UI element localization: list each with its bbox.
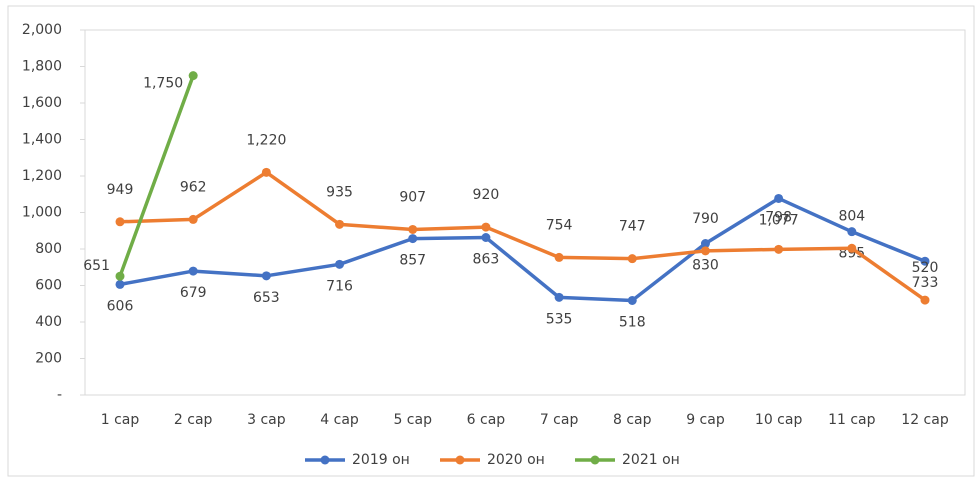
point: [700, 246, 710, 256]
data-label: 520: [912, 260, 939, 276]
x-tick-label: 5 сар: [393, 412, 432, 428]
y-tick-label: 2,000: [22, 22, 62, 38]
data-label: 747: [619, 219, 646, 235]
point: [774, 193, 784, 203]
series-line: [119, 170, 927, 302]
data-label: 1,220: [246, 132, 286, 148]
x-tick-label: 7 сар: [540, 412, 579, 428]
data-label: 920: [473, 187, 500, 203]
legend-label: 2021 он: [622, 452, 680, 468]
data-label: 716: [326, 278, 353, 294]
data-label: 962: [180, 179, 207, 195]
data-label: 863: [473, 252, 500, 268]
y-tick-label: 1,400: [22, 132, 62, 148]
data-label: 518: [619, 314, 646, 330]
series-line: [118, 75, 195, 277]
point: [554, 292, 564, 302]
data-label: 606: [107, 298, 134, 314]
point: [188, 266, 198, 276]
point: [627, 254, 637, 264]
point: [115, 217, 125, 227]
x-tick-label: 2 сар: [174, 412, 213, 428]
point: [481, 222, 491, 232]
series-line: [119, 196, 926, 303]
legend-marker: [320, 455, 330, 465]
x-tick-label: 10 сар: [755, 412, 803, 428]
y-tick-label: -: [57, 387, 62, 403]
point: [554, 252, 564, 262]
y-tick-label: 800: [35, 241, 62, 257]
point: [335, 259, 345, 269]
x-tick-label: 9 сар: [686, 412, 725, 428]
data-label: 754: [546, 217, 573, 233]
point: [920, 256, 930, 266]
point: [261, 271, 271, 281]
y-tick-label: 1,800: [22, 59, 62, 75]
y-tick-label: 200: [35, 351, 62, 367]
data-label: 804: [838, 208, 865, 224]
point: [188, 214, 198, 224]
x-tick-label: 12 сар: [901, 412, 949, 428]
x-tick-label: 3 сар: [247, 412, 286, 428]
x-tick-label: 8 сар: [613, 412, 652, 428]
data-label: 653: [253, 290, 280, 306]
y-tick-label: 1,000: [22, 205, 62, 221]
point: [115, 271, 125, 281]
point: [408, 234, 418, 244]
point: [481, 233, 491, 243]
data-label: 857: [399, 253, 426, 269]
data-label: 1,750: [143, 76, 183, 92]
point: [627, 295, 637, 305]
legend-marker: [590, 455, 600, 465]
point: [920, 295, 930, 305]
point: [700, 239, 710, 249]
data-label: 651: [83, 258, 110, 274]
data-label: 1,077: [759, 212, 799, 228]
legend-marker: [455, 455, 465, 465]
data-label: 679: [180, 285, 207, 301]
y-tick-label: 600: [35, 278, 62, 294]
data-label: 798: [765, 209, 792, 225]
y-tick-label: 1,200: [22, 168, 62, 184]
x-tick-label: 1 сар: [101, 412, 140, 428]
data-label: 935: [326, 184, 353, 200]
point: [115, 279, 125, 289]
point: [261, 167, 271, 177]
x-tick-label: 11 сар: [828, 412, 876, 428]
data-label: 535: [546, 311, 573, 327]
y-tick-label: 400: [35, 314, 62, 330]
data-label: 733: [912, 275, 939, 291]
y-tick-label: 1,600: [22, 95, 62, 111]
legend-label: 2019 он: [352, 452, 410, 468]
point: [188, 71, 198, 81]
point: [847, 243, 857, 253]
x-tick-label: 4 сар: [320, 412, 359, 428]
legend-label: 2020 он: [487, 452, 545, 468]
point: [774, 244, 784, 254]
point: [408, 224, 418, 234]
point: [335, 219, 345, 229]
data-label: 830: [692, 258, 719, 274]
x-tick-label: 6 сар: [467, 412, 506, 428]
point: [847, 227, 857, 237]
data-label: 790: [692, 211, 719, 227]
data-label: 907: [399, 189, 426, 205]
data-label: 949: [107, 182, 134, 198]
